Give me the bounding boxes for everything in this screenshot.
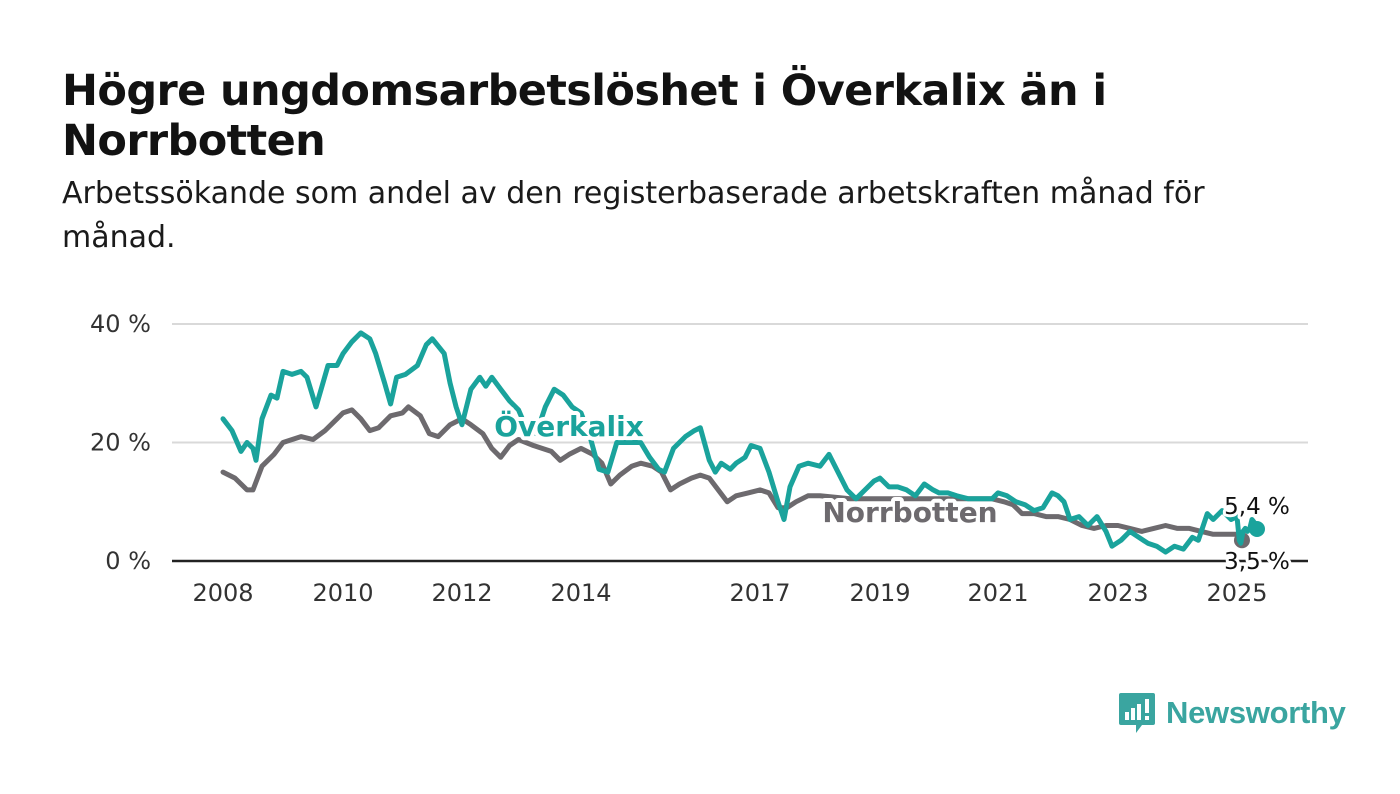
x-tick-label: 2012 [431,579,492,607]
y-tick-label: 40 % [90,310,151,338]
end-point-overkalix [1249,521,1265,538]
x-tick-label: 2021 [967,579,1028,607]
x-axis-ticks: 2008 2010 2012 2014 2017 2019 2021 2023 2025 [192,579,1267,607]
x-tick-label: 2008 [192,579,253,607]
x-tick-label: 2010 [312,579,373,607]
newsworthy-logo: Newsworthy [1118,690,1346,736]
x-tick-label: 2014 [550,579,611,607]
series-label-halo-overkalix: Överkalix [494,409,644,443]
y-axis-ticks: 0 % 20 % 40 % [90,310,151,575]
x-tick-label: 2019 [849,579,910,607]
end-value-label-norrbotten: 3,5 % [1224,549,1290,575]
series-line-norrbotten [220,404,1245,543]
series-label-overkalix: Överkalix [494,409,644,443]
end-value-halo-norrbotten: 3,5 % [1224,549,1290,575]
y-tick-label: 0 % [105,547,151,575]
series-label-halo-norrbotten: Norrbotten [822,496,997,529]
x-tick-label: 2023 [1087,579,1148,607]
chart-title: Högre ungdomsarbetslöshet i Överkalix än… [62,66,1107,166]
series-line-overkalix [220,330,1260,555]
series-lines [220,330,1265,555]
series-label-norrbotten: Norrbotten [822,496,997,529]
end-value-halo-overkalix: 5,4 % [1224,494,1290,520]
gridlines [172,323,1308,563]
y-tick-label: 20 % [90,429,151,457]
newsworthy-wordmark: Newsworthy [1166,695,1346,730]
series-labels: NorrbottenNorrbottenÖverkalixÖverkalix3,… [490,405,1293,578]
x-tick-label: 2017 [729,579,790,607]
x-tick-label: 2025 [1206,579,1267,607]
newsworthy-logo-icon [1119,693,1155,733]
end-value-label-overkalix: 5,4 % [1224,494,1290,520]
chart-subtitle: Arbetssökande som andel av den registerb… [62,176,1205,255]
